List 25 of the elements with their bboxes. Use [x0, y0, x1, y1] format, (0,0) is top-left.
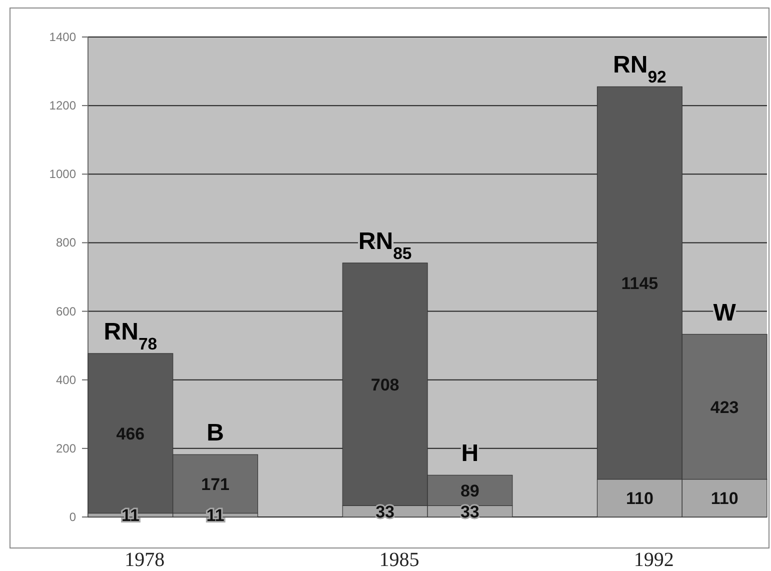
y-tick-label: 1400: [49, 30, 76, 44]
y-tick-label: 0: [69, 510, 76, 524]
annotation: B: [206, 420, 224, 447]
y-tick-label: 1200: [49, 98, 76, 113]
data-label: 33: [376, 502, 395, 522]
data-label: 110: [710, 489, 738, 508]
x-tick-label: 1992: [634, 549, 674, 571]
data-label: 1145: [621, 274, 658, 293]
data-label: 423: [710, 398, 739, 417]
x-tick-label: 1978: [124, 549, 165, 571]
y-tick-label: 800: [56, 236, 76, 250]
data-label: 33: [460, 502, 480, 522]
data-label: 466: [116, 424, 145, 444]
annotation: RN$_{92}$: [613, 52, 666, 86]
data-label: 708: [370, 375, 400, 394]
y-tick-label: 600: [56, 304, 76, 318]
y-tick-label: 200: [56, 441, 76, 456]
y-tick-label: 400: [56, 372, 76, 387]
data-label: 89: [460, 481, 480, 500]
annotation: RN$_{78}$: [104, 318, 158, 353]
x-tick-label: 1985: [379, 549, 420, 571]
data-label: 171: [201, 474, 230, 494]
y-tick-label: 1000: [49, 167, 76, 182]
data-label: 110: [626, 489, 654, 508]
data-label: 11: [121, 506, 140, 526]
